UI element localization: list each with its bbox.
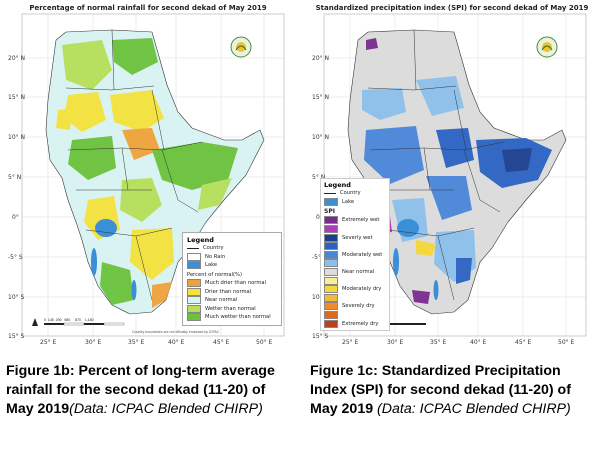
lon-label-25e: 25° E xyxy=(40,339,57,346)
legend-class: Near normal xyxy=(187,296,277,305)
lon-label-45e: 45° E xyxy=(515,339,532,346)
figure-1b-caption: Figure 1b: Percent of long-term average … xyxy=(6,362,296,418)
lon-label-50e: 50° E xyxy=(256,339,273,346)
caption-note: (Data: ICPAC Blended CHIRP) xyxy=(373,400,571,417)
lat-label-10n: 10° N xyxy=(312,134,330,141)
lat-label-0: 0° xyxy=(316,214,323,221)
legend-class: Extremely wet xyxy=(324,216,386,225)
legend-lake: Lake xyxy=(324,197,386,207)
lat-label-15s: 15° S xyxy=(312,333,329,340)
lon-label-40e: 40° E xyxy=(470,339,487,346)
legend-class xyxy=(324,225,386,234)
legend-class: Near normal xyxy=(324,268,386,277)
legend-class: Severely dry xyxy=(324,302,386,311)
legend-country: Country xyxy=(324,189,386,198)
legend-class xyxy=(324,242,386,251)
figure-1c-caption: Figure 1c: Standardized Precipitation In… xyxy=(310,362,600,418)
legend-country: Country xyxy=(187,244,277,253)
lat-label-15n: 15° N xyxy=(8,94,26,101)
lon-label-35e: 35° E xyxy=(430,339,447,346)
lat-label-10n: 10° N xyxy=(8,134,26,141)
lon-label-30e: 30° E xyxy=(387,339,404,346)
right-legend: Legend Country Lake SPI Extremely wet Se… xyxy=(320,178,390,331)
lon-label-40e: 40° E xyxy=(168,339,185,346)
lat-label-10s: 10° S xyxy=(8,294,25,301)
lat-label-0: 0° xyxy=(12,214,19,221)
legend-class xyxy=(324,259,386,268)
scale-bar-labels: 0 145 290 580 870 1,160 xyxy=(44,318,94,322)
legend-class xyxy=(324,311,386,320)
lon-label-30e: 30° E xyxy=(85,339,102,346)
lon-label-25e: 25° E xyxy=(342,339,359,346)
rainfall-percent-map xyxy=(21,13,285,337)
left-map-title: Percentage of normal rainfall for second… xyxy=(29,4,267,12)
lake-tanganyika xyxy=(91,248,97,276)
lat-label-5n: 5° N xyxy=(312,174,326,181)
spi-map xyxy=(323,13,587,337)
spi-map-panel: Standardized precipitation index (SPI) f… xyxy=(306,0,598,350)
left-legend: Legend Country No Rain Lake Percent of n… xyxy=(182,232,282,326)
legend-subtitle: Percent of normal(%) xyxy=(187,271,242,278)
lat-label-5n: 5° N xyxy=(8,174,22,181)
legend-class: Much wetter than normal xyxy=(187,313,277,322)
lake-victoria xyxy=(95,219,117,237)
legend-class xyxy=(324,293,386,303)
lat-label-5s: -5° S xyxy=(312,254,327,261)
lon-label-50e: 50° E xyxy=(558,339,575,346)
legend-class: Much drier than normal xyxy=(187,279,277,288)
legend-title: Legend xyxy=(324,181,351,189)
legend-class: Moderately dry xyxy=(324,285,386,294)
lat-label-20n: 20° N xyxy=(312,55,330,62)
icpac-logo-icon xyxy=(536,36,558,58)
icpac-logo-icon xyxy=(230,36,252,58)
lon-label-35e: 35° E xyxy=(128,339,145,346)
legend-class: Drier than normal xyxy=(187,287,277,296)
lat-label-15s: 15° S xyxy=(8,333,25,340)
caption-bold: Figure 1c: Standardized Precipitation In… xyxy=(310,363,571,417)
right-map-title: Standardized precipitation index (SPI) f… xyxy=(315,4,589,12)
legend-class: Wetter than normal xyxy=(187,304,277,314)
caption-note: (Data: ICPAC Blended CHIRP) xyxy=(69,400,263,417)
lat-label-15n: 15° N xyxy=(312,94,330,101)
lat-label-5s: -5° S xyxy=(8,254,23,261)
legend-class xyxy=(324,276,386,285)
legend-class: Severly wet xyxy=(324,233,386,242)
legend-class: Moderately wet xyxy=(324,250,386,260)
lat-label-20n: 20° N xyxy=(8,55,26,62)
legend-class: Extremely dry xyxy=(324,319,386,328)
legend-title: Legend xyxy=(187,236,214,244)
legend-subtitle: SPI xyxy=(324,208,335,216)
lon-label-45e: 45° E xyxy=(213,339,230,346)
caption-bold: Figure 1b: Percent of long-term average … xyxy=(6,363,275,417)
legend-lake: Lake xyxy=(187,261,277,270)
left-footnote: Country boundaries are not officially en… xyxy=(132,330,220,334)
legend-no-rain: No Rain xyxy=(187,252,277,262)
rainfall-percent-map-panel: Percentage of normal rainfall for second… xyxy=(2,0,294,350)
